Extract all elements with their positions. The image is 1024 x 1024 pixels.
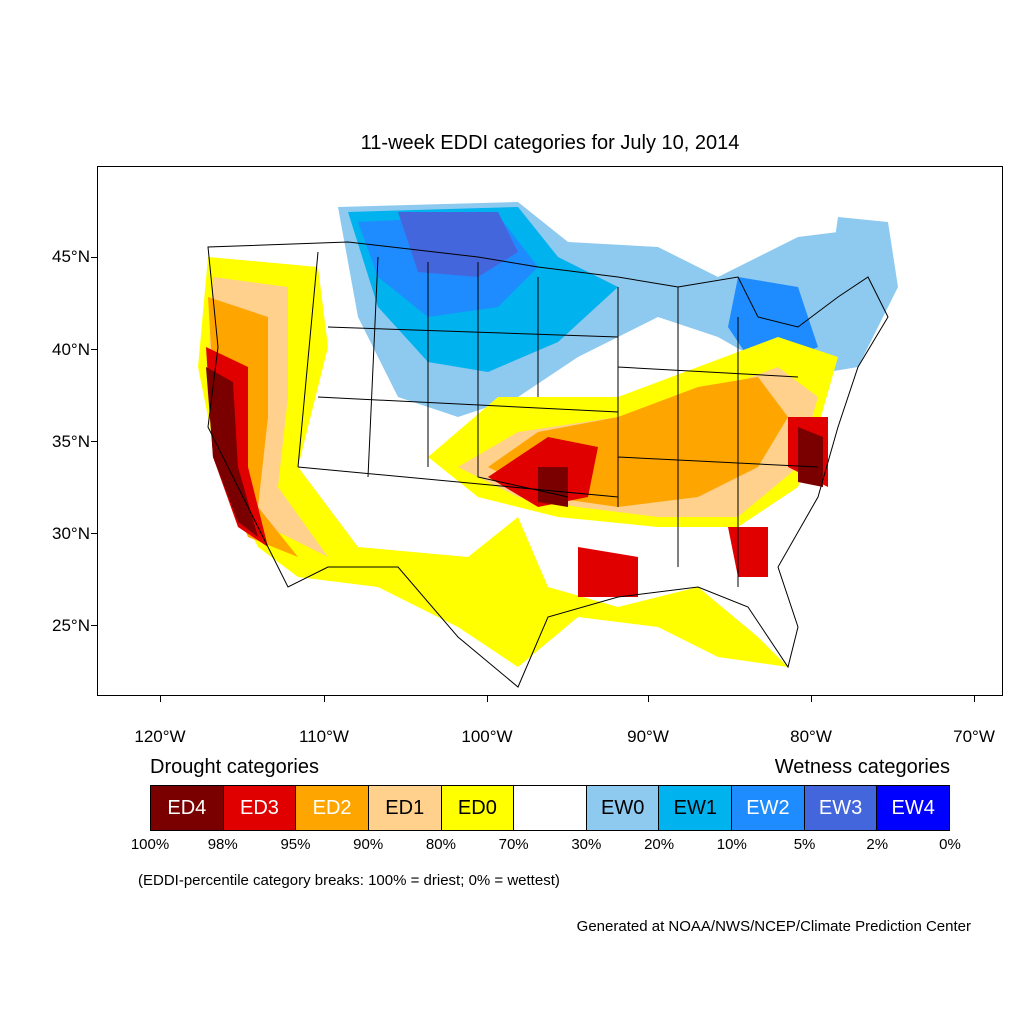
legend-break-label: 2%	[866, 836, 889, 853]
lon-label-100: 100°W	[461, 727, 513, 746]
lat-tick	[91, 533, 97, 534]
lat-label-30: 30°N	[52, 524, 90, 543]
lon-label-120: 120°W	[134, 727, 186, 746]
lat-tick	[91, 441, 97, 442]
legend-cell: ED1	[368, 786, 442, 830]
legend-cell	[514, 786, 587, 830]
legend-break-label: 95%	[280, 836, 311, 853]
legend-cell: ED0	[441, 786, 515, 830]
legend-cell: EW4	[877, 786, 950, 830]
lat-label-35: 35°N	[52, 432, 90, 451]
lat-label-25: 25°N	[52, 616, 90, 635]
lon-label-70: 70°W	[953, 727, 995, 746]
legend-break-label: 70%	[498, 836, 529, 853]
legend-break-label: 100%	[130, 836, 170, 853]
lon-label-80: 80°W	[790, 727, 832, 746]
dry-region-ed3	[206, 347, 828, 597]
legend-cell: EW1	[659, 786, 733, 830]
eddi-map	[198, 202, 898, 688]
map-title: 11-week EDDI categories for July 10, 201…	[360, 132, 740, 154]
legend-break-label: 0%	[939, 836, 961, 853]
lat-tick	[91, 257, 97, 258]
legend-cell: ED2	[296, 786, 369, 830]
lon-tick	[648, 696, 649, 702]
drought-heading: Drought categories	[150, 756, 319, 778]
credit-line: Generated at NOAA/NWS/NCEP/Climate Predi…	[576, 918, 971, 935]
wet-region-ne	[788, 217, 898, 377]
wetness-heading: Wetness categories	[774, 756, 950, 778]
boundaries	[207, 241, 889, 688]
legend-break-label: 5%	[793, 836, 816, 853]
legend-cell: ED4	[151, 786, 224, 830]
lon-tick	[487, 696, 488, 702]
lat-label-40: 40°N	[52, 340, 90, 359]
lat-tick	[91, 625, 97, 626]
lon-tick	[974, 696, 975, 702]
lon-tick	[324, 696, 325, 702]
lon-tick	[811, 696, 812, 702]
legend-colorbar: ED4 ED3 ED2 ED1 ED0 EW0 EW1 EW2 EW3 EW4	[150, 785, 950, 831]
legend-cell: EW3	[804, 786, 878, 830]
legend-break-label: 80%	[425, 836, 456, 853]
lon-tick	[160, 696, 161, 702]
legend-cell: EW2	[732, 786, 805, 830]
legend-cell: EW0	[586, 786, 660, 830]
lon-label-90: 90°W	[627, 727, 669, 746]
lat-tick	[91, 349, 97, 350]
legend-note: (EDDI-percentile category breaks: 100% =…	[138, 872, 560, 889]
lat-label-45: 45°N	[52, 247, 90, 266]
lon-label-110: 110°W	[299, 727, 349, 746]
legend-break-label: 90%	[353, 836, 384, 853]
wet-region-ew3	[398, 212, 518, 277]
legend-break-label: 20%	[644, 836, 675, 853]
legend-cell: ED3	[223, 786, 297, 830]
dry-region-ed2	[208, 297, 788, 557]
legend-break-label: 10%	[716, 836, 747, 853]
legend-break-label: 30%	[571, 836, 602, 853]
legend-break-label: 98%	[207, 836, 238, 853]
map-panel	[97, 166, 1003, 696]
